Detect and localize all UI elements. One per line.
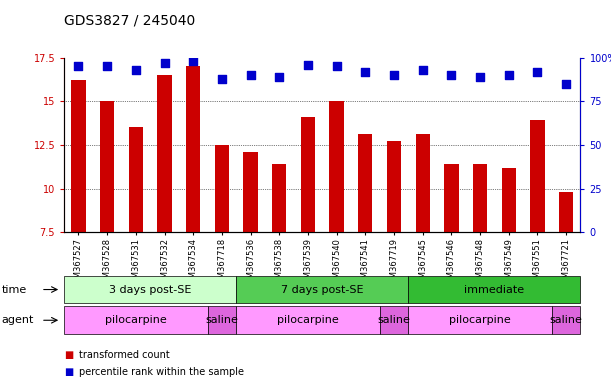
Text: pilocarpine: pilocarpine [105,315,167,325]
Point [159,60,169,66]
Point [418,67,428,73]
Point [217,76,227,82]
Text: agent: agent [2,315,34,325]
Bar [158,75,172,232]
Text: saline: saline [205,315,238,325]
Point [533,68,543,74]
Text: ■: ■ [64,350,73,360]
Bar [358,134,373,232]
Bar [329,101,344,232]
Text: GDS3827 / 245040: GDS3827 / 245040 [64,13,196,27]
Text: immediate: immediate [464,285,524,295]
Text: saline: saline [378,315,411,325]
Bar [387,141,401,232]
Point [389,72,399,78]
Point [504,72,514,78]
Point [332,63,342,70]
Point [303,61,313,68]
Text: ■: ■ [64,367,73,377]
Bar [100,101,114,232]
Bar [444,164,458,232]
Text: pilocarpine: pilocarpine [277,315,339,325]
Bar [186,66,200,232]
Bar [272,164,287,232]
Bar [559,192,573,232]
Point [274,74,284,80]
Bar [243,152,258,232]
Point [102,63,112,70]
Point [360,68,370,74]
Text: saline: saline [550,315,582,325]
Point [131,67,141,73]
Text: 3 days post-SE: 3 days post-SE [109,285,191,295]
Point [447,72,456,78]
Bar [214,145,229,232]
Point [475,74,485,80]
Point [562,81,571,87]
Point [246,72,255,78]
Text: percentile rank within the sample: percentile rank within the sample [79,367,244,377]
Text: pilocarpine: pilocarpine [449,315,511,325]
Bar [129,127,143,232]
Bar [530,121,544,232]
Text: 7 days post-SE: 7 days post-SE [281,285,364,295]
Point [188,58,198,64]
Bar [415,134,430,232]
Bar [71,80,86,232]
Bar [301,117,315,232]
Text: transformed count: transformed count [79,350,170,360]
Text: time: time [2,285,27,295]
Bar [502,168,516,232]
Bar [473,164,487,232]
Point [73,63,83,70]
